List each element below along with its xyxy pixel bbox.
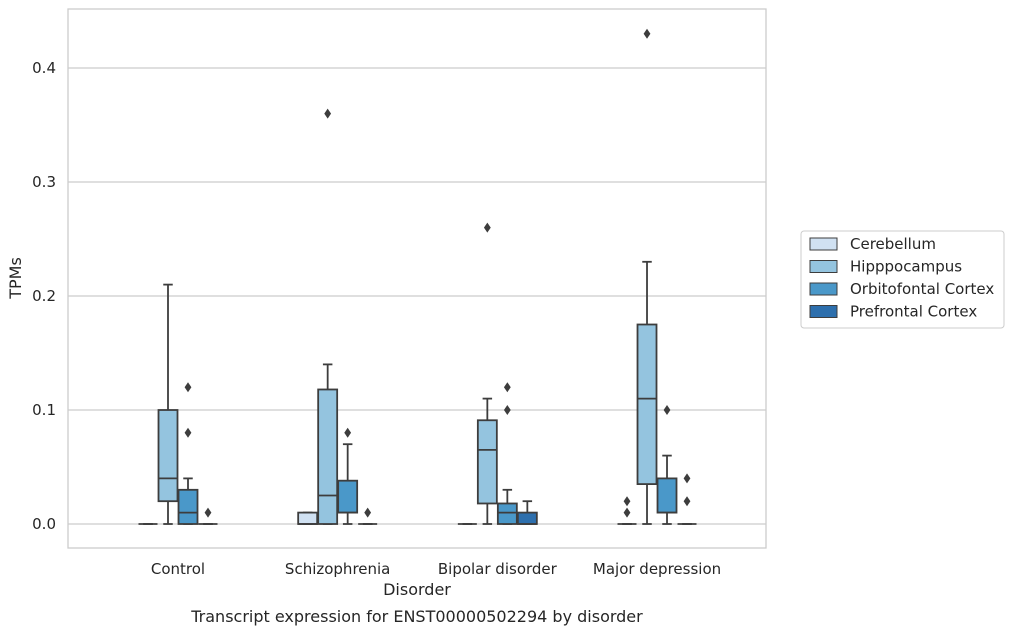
box-cerebellum	[297, 511, 319, 525]
y-tick-label: 0.3	[32, 173, 56, 191]
box-prefrontal-cortex	[677, 473, 697, 525]
legend-frame	[800, 230, 1005, 329]
box-prefrontal-cortex	[358, 507, 378, 525]
y-tick-label: 0.1	[32, 401, 56, 419]
outlier-point	[663, 405, 671, 415]
box-iqr	[317, 388, 339, 525]
outlier-point	[204, 507, 212, 518]
legend-swatch	[809, 237, 838, 251]
box-iqr	[516, 511, 538, 525]
box-hipppocampus	[476, 222, 498, 525]
box-hipppocampus	[636, 28, 658, 525]
box-iqr	[496, 502, 518, 525]
outlier-point	[683, 473, 691, 484]
box-orbitofontal-cortex	[656, 405, 678, 525]
box-prefrontal-cortex	[516, 500, 538, 525]
box-iqr	[476, 419, 498, 505]
x-axis-ticks: Control Schizophrenia Bipolar disorder Majo…	[151, 560, 721, 578]
y-tick-label: 0.4	[32, 59, 56, 77]
x-tick-label: Bipolar disorder	[438, 560, 558, 578]
legend-swatch	[809, 282, 838, 296]
x-tick-label: Major depression	[593, 560, 721, 578]
y-tick-label: 0.0	[32, 515, 56, 533]
legend-label: Prefrontal Cortex	[850, 303, 977, 321]
legend: Cerebellum Hipppocampus Orbitofontal Corte…	[800, 230, 1005, 329]
legend-swatch	[809, 260, 838, 273]
box-iqr	[636, 323, 658, 486]
legend-label: Hipppocampus	[850, 258, 962, 276]
box-plot-area	[138, 28, 697, 525]
outlier-point	[643, 28, 651, 39]
box-cerebellum	[617, 496, 637, 525]
outlier-point	[503, 382, 511, 393]
box-iqr	[177, 488, 199, 525]
box-iqr	[297, 511, 319, 525]
box-orbitofontal-cortex	[337, 427, 359, 525]
chart-caption: Transcript expression for ENST0000050229…	[190, 607, 643, 626]
legend-swatch	[809, 305, 838, 318]
outlier-point	[623, 496, 631, 507]
legend-label: Orbitofontal Cortex	[850, 280, 994, 298]
x-tick-label: Control	[151, 560, 205, 578]
x-axis-title: Disorder	[383, 580, 451, 599]
plot-frame	[67, 8, 767, 549]
outlier-point	[483, 222, 491, 233]
box-prefrontal-cortex	[198, 507, 218, 525]
y-axis-ticks: 0.0 0.1 0.2 0.3 0.4	[32, 59, 56, 533]
box-hipppocampus	[157, 283, 179, 525]
box-iqr	[157, 409, 179, 503]
outlier-point	[364, 507, 372, 518]
y-tick-label: 0.2	[32, 287, 56, 305]
box-hipppocampus	[317, 108, 339, 525]
outlier-point	[623, 507, 631, 518]
outlier-point	[344, 427, 352, 438]
box-orbitofontal-cortex	[496, 382, 518, 525]
box-iqr	[337, 479, 359, 514]
x-tick-label: Schizophrenia	[285, 560, 390, 578]
outlier-point	[683, 496, 691, 507]
outlier-point	[184, 382, 192, 393]
box-orbitofontal-cortex	[177, 382, 199, 525]
outlier-point	[503, 405, 511, 415]
y-axis-title: TPMs	[6, 257, 25, 300]
outlier-point	[324, 108, 332, 119]
legend-label: Cerebellum	[850, 235, 936, 253]
outlier-point	[184, 427, 192, 438]
box-iqr	[656, 477, 678, 514]
